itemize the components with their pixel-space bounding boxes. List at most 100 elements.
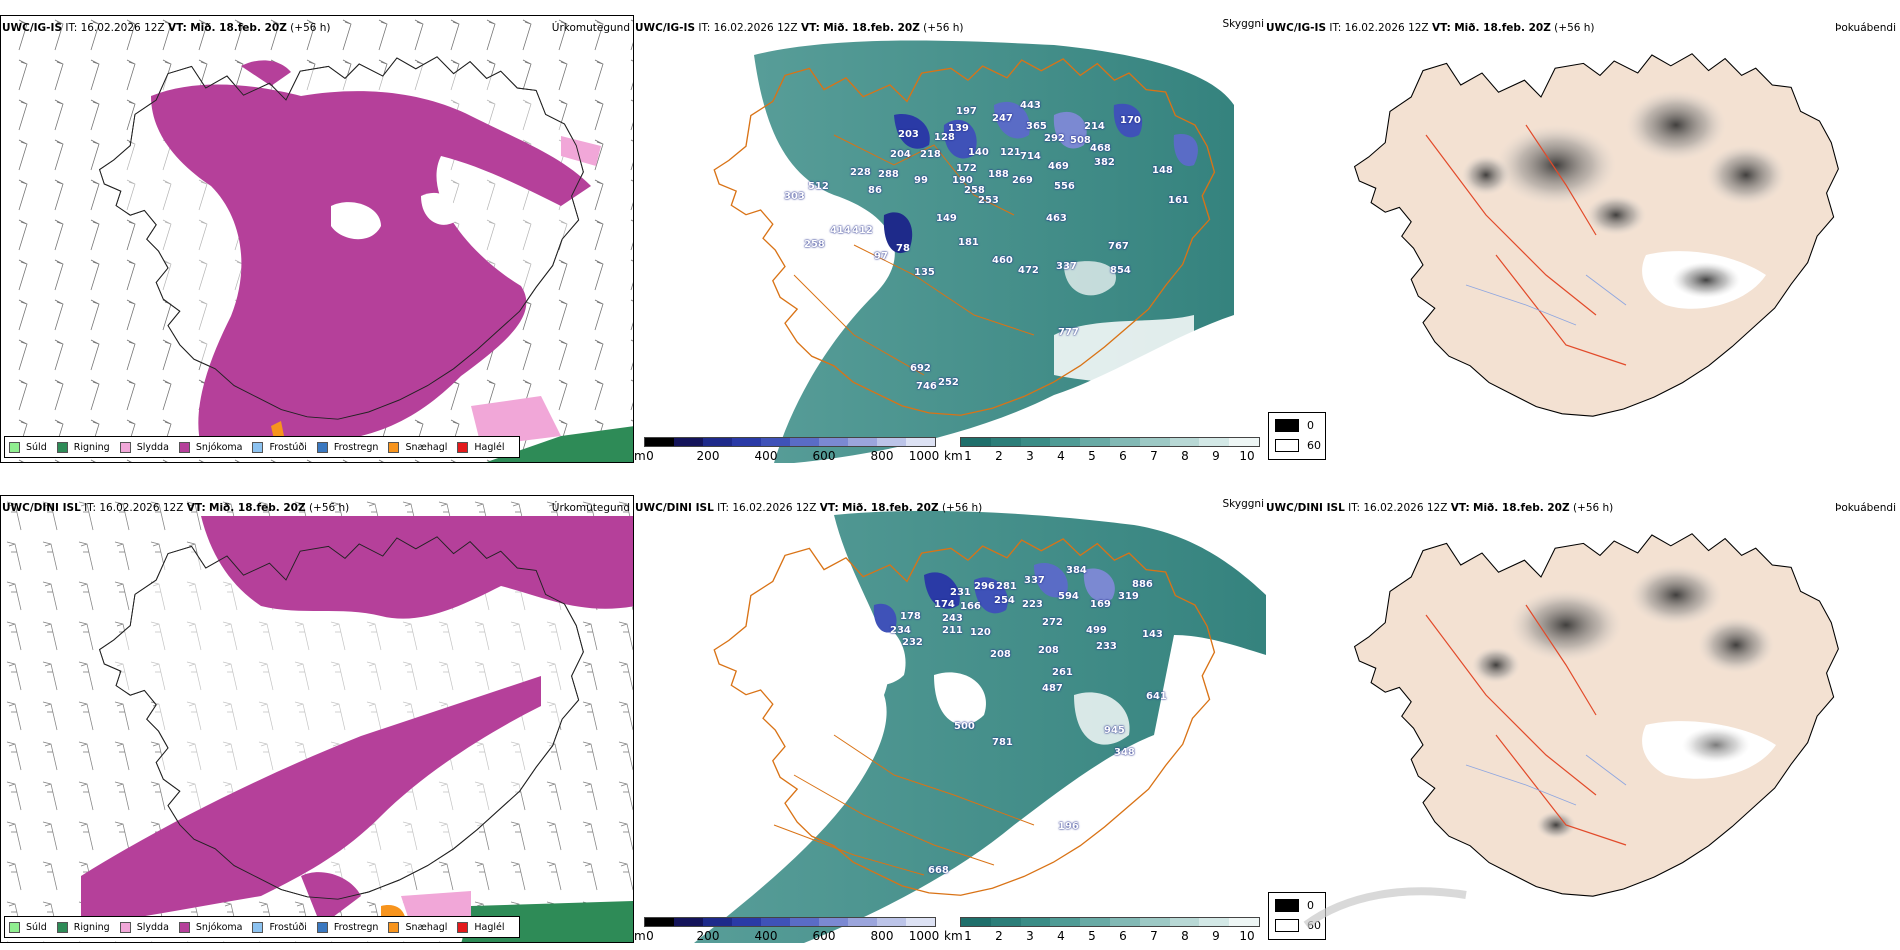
legend-swatch (9, 441, 20, 453)
height-tick: 1000 (908, 449, 940, 463)
legend-label: Haglél (474, 441, 505, 453)
height-label: 181 (958, 237, 979, 248)
vt-label: VT: (1431, 22, 1451, 34)
height-colorbar-strip (644, 437, 936, 447)
height-label: 499 (1086, 625, 1107, 636)
legend-swatch (388, 441, 400, 453)
height-label: 692 (910, 363, 931, 374)
fog-panel-top (1266, 15, 1900, 463)
height-tick: 200 (696, 449, 720, 463)
height-label: 781 (992, 737, 1013, 748)
legend-label: Frostúði (269, 441, 307, 453)
legend-swatch (252, 921, 264, 933)
height-label: 233 (1096, 641, 1117, 652)
height-label: 247 (992, 113, 1013, 124)
legend-item-rigning: Rigning (56, 441, 110, 453)
vt-value: Mið. 18.feb. 20Z (209, 502, 306, 514)
param-title-visibility-top: Skyggni (1222, 18, 1265, 30)
legend-item-frostudi: Frostúði (252, 441, 307, 453)
lead-time: (+56 h) (923, 22, 964, 34)
vt-label: VT: (186, 502, 206, 514)
height-label: 460 (992, 255, 1013, 266)
height-label: 228 (850, 167, 871, 178)
height-colorbar-top: m 0 200 400 600 800 1000 (634, 437, 940, 467)
height-label: 281 (996, 581, 1017, 592)
legend-label: Rigning (73, 921, 110, 933)
legend-label: Frostregn (333, 921, 379, 933)
height-label: 78 (896, 243, 910, 254)
legend-swatch (56, 441, 68, 453)
visibility-colorbar-bottom: km 1 2 3 4 5 6 7 8 9 10 (944, 917, 1264, 947)
param-title-fog-bottom: Þokuábendi (1835, 502, 1896, 514)
height-label: 384 (1066, 565, 1087, 576)
height-label: 641 (1146, 691, 1167, 702)
visibility-tick: 3 (1026, 449, 1034, 463)
legend-swatch (388, 921, 400, 933)
visibility-colorbar-strip (960, 437, 1260, 447)
height-label: 443 (1020, 100, 1041, 111)
visibility-tick: 1 (964, 929, 972, 943)
height-label: 149 (936, 213, 957, 224)
height-label: 945 (1104, 725, 1125, 736)
fog-swatch-dark (1275, 419, 1299, 432)
height-label: 197 (956, 106, 977, 117)
legend-swatch (316, 441, 328, 453)
height-colorbar-strip (644, 917, 936, 927)
height-label: 121 (1000, 147, 1021, 158)
row-header-bottom-2: UWC/DINI ISL IT: 16.02.2026 12Z VT: Mið.… (635, 502, 982, 514)
height-label: 487 (1042, 683, 1063, 694)
height-label: 208 (1038, 645, 1059, 656)
height-label: 254 (994, 595, 1015, 606)
height-label: 161 (1168, 195, 1189, 206)
visibility-unit: km (944, 449, 963, 463)
height-label: 204 (890, 149, 911, 160)
precip-type-map-top (1, 16, 633, 462)
visibility-map-top (713, 40, 1234, 463)
height-colorbar-bottom: m 0 200 400 600 800 1000 (634, 917, 939, 947)
param-title-precip-top: Úrkomutegund (551, 22, 630, 34)
legend-label: Slydda (136, 921, 169, 933)
height-label: 135 (914, 267, 935, 278)
height-label: 296 (974, 581, 995, 592)
height-tick: 0 (646, 929, 654, 943)
height-label: 139 (948, 123, 969, 134)
it-label: IT: (717, 502, 730, 514)
legend-swatch (178, 441, 190, 453)
legend-swatch (9, 921, 20, 933)
fog-panel-bottom (1266, 495, 1900, 943)
fog-label-top: 0 (1307, 899, 1314, 912)
visibility-tick: 10 (1239, 929, 1255, 943)
legend-label: Frostregn (333, 441, 379, 453)
height-tick: 200 (696, 929, 720, 943)
height-label: 463 (1046, 213, 1067, 224)
fog-map-top (1353, 53, 1839, 417)
legend-label: Slydda (136, 441, 169, 453)
height-label: 140 (968, 147, 989, 158)
height-label: 172 (956, 163, 977, 174)
height-tick: 800 (870, 449, 894, 463)
fog-map-bottom (1303, 533, 1839, 929)
it-value: 16.02.2026 12Z (713, 22, 798, 34)
legend-label: Snjókoma (195, 921, 243, 933)
height-label: 86 (868, 185, 882, 196)
height-label: 337 (1056, 261, 1077, 272)
height-label: 232 (902, 637, 923, 648)
height-label: 303 (784, 191, 805, 202)
param-title-fog-top: Þokuábendi (1835, 22, 1896, 34)
height-label: 231 (950, 587, 971, 598)
height-labels-bottom: 384 886 337 296 281 231 594 319 174 166 … (634, 495, 1266, 943)
precip-type-legend-bottom: Súld Rigning Slydda Snjókoma Frostúði Fr… (4, 916, 520, 938)
height-label: 208 (990, 649, 1011, 660)
height-label: 234 (890, 625, 911, 636)
height-label: 196 (1058, 821, 1079, 832)
legend-swatch (252, 441, 264, 453)
legend-item-snjokoma: Snjókoma (178, 441, 242, 453)
height-label: 767 (1108, 241, 1129, 252)
model-name: UWC/IG-IS (2, 22, 63, 34)
height-label: 166 (960, 601, 981, 612)
row-header-bottom-1: UWC/DINI ISL IT: 16.02.2026 12Z VT: Mið.… (2, 502, 349, 514)
vt-value: Mið. 18.feb. 20Z (1454, 22, 1551, 34)
height-labels-top: 443 197 247 365 170 214 292 508 468 382 … (634, 15, 1266, 463)
legend-item-rigning: Rigning (56, 921, 110, 933)
visibility-panel-bottom: 384 886 337 296 281 231 594 319 174 166 … (634, 495, 1266, 943)
